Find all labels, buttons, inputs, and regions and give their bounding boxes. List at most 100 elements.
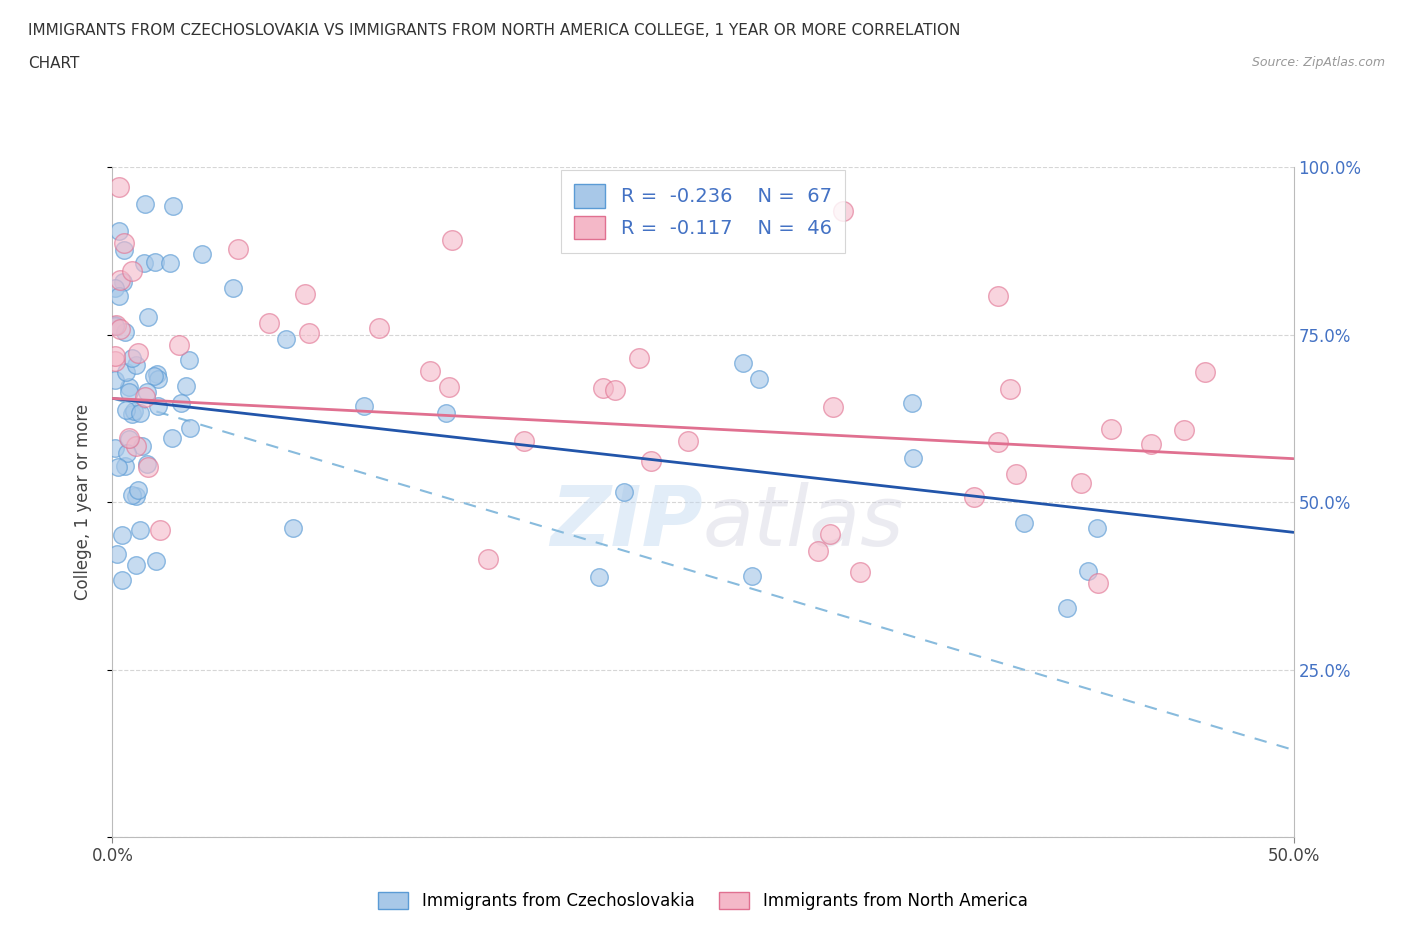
Point [169, 395, 191, 410]
Point [191, 246, 214, 261]
Point [676, 433, 699, 448]
Point [162, 198, 184, 213]
Point [134, 389, 156, 404]
Point [731, 355, 754, 370]
Point [283, 521, 305, 536]
Point [1085, 520, 1108, 535]
Point [477, 551, 499, 566]
Point [741, 568, 763, 583]
Point [627, 351, 650, 365]
Point [125, 488, 148, 503]
Point [603, 383, 626, 398]
Point [148, 372, 170, 387]
Point [104, 281, 127, 296]
Point [136, 385, 159, 400]
Point [512, 433, 534, 448]
Point [128, 523, 150, 538]
Y-axis label: College, 1 year or more: College, 1 year or more [73, 405, 91, 600]
Point [276, 332, 298, 347]
Point [138, 459, 160, 474]
Point [121, 351, 143, 365]
Point [108, 322, 131, 337]
Point [121, 407, 143, 422]
Point [987, 435, 1010, 450]
Text: ZIP: ZIP [550, 482, 703, 563]
Point [107, 459, 129, 474]
Point [122, 403, 145, 418]
Point [108, 272, 131, 287]
Point [105, 547, 128, 562]
Point [125, 438, 148, 453]
Point [1139, 437, 1161, 452]
Point [134, 196, 156, 211]
Point [613, 485, 636, 499]
Point [104, 319, 127, 334]
Point [134, 256, 156, 271]
Point [145, 553, 167, 568]
Point [849, 565, 872, 580]
Point [145, 255, 167, 270]
Point [818, 527, 841, 542]
Point [114, 365, 136, 379]
Point [104, 372, 127, 387]
Point [107, 289, 129, 304]
Point [118, 432, 141, 446]
Point [222, 281, 245, 296]
Point [118, 379, 141, 394]
Point [111, 573, 134, 588]
Legend: R =  -0.236    N =  67, R =  -0.117    N =  46: R = -0.236 N = 67, R = -0.117 N = 46 [561, 170, 845, 253]
Point [179, 420, 201, 435]
Point [127, 345, 149, 360]
Point [143, 368, 166, 383]
Point [108, 223, 131, 238]
Point [640, 454, 662, 469]
Point [115, 445, 138, 460]
Point [114, 403, 136, 418]
Point [419, 364, 441, 379]
Point [807, 543, 830, 558]
Point [104, 318, 127, 333]
Point [112, 243, 135, 258]
Point [169, 338, 191, 352]
Point [1070, 475, 1092, 490]
Point [588, 570, 610, 585]
Point [112, 236, 135, 251]
Point [127, 483, 149, 498]
Text: Source: ZipAtlas.com: Source: ZipAtlas.com [1251, 56, 1385, 69]
Point [131, 438, 153, 453]
Legend: Immigrants from Czechoslovakia, Immigrants from North America: Immigrants from Czechoslovakia, Immigran… [371, 885, 1035, 917]
Point [963, 490, 986, 505]
Point [179, 353, 201, 368]
Point [148, 399, 170, 414]
Point [121, 488, 143, 503]
Point [900, 396, 922, 411]
Point [118, 384, 141, 399]
Point [1194, 365, 1216, 379]
Point [121, 263, 143, 278]
Point [440, 233, 463, 248]
Point [434, 405, 457, 420]
Point [104, 318, 127, 333]
Point [174, 379, 197, 393]
Point [114, 458, 136, 473]
Point [136, 457, 159, 472]
Point [145, 366, 167, 381]
Point [104, 353, 127, 368]
Point [1004, 466, 1026, 481]
Point [104, 349, 127, 364]
Point [159, 255, 181, 270]
Point [1056, 601, 1078, 616]
Point [1173, 422, 1195, 437]
Point [748, 371, 770, 386]
Text: IMMIGRANTS FROM CZECHOSLOVAKIA VS IMMIGRANTS FROM NORTH AMERICA COLLEGE, 1 YEAR : IMMIGRANTS FROM CZECHOSLOVAKIA VS IMMIGR… [28, 23, 960, 38]
Point [149, 523, 172, 538]
Text: atlas: atlas [703, 482, 904, 563]
Point [592, 380, 614, 395]
Point [108, 180, 131, 195]
Point [1077, 564, 1099, 578]
Point [353, 398, 375, 413]
Point [112, 274, 135, 289]
Point [294, 286, 316, 301]
Point [257, 315, 280, 330]
Point [998, 381, 1021, 396]
